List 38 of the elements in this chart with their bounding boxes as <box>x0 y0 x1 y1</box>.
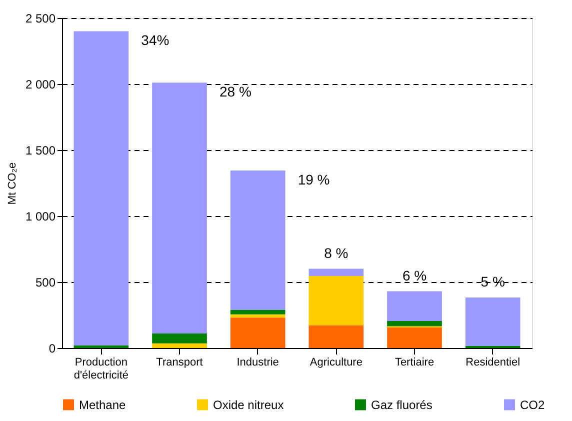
bar <box>387 291 442 321</box>
y-tick-label: 1 000 <box>25 210 56 224</box>
x-tick-label: Production d'électricité <box>74 356 129 382</box>
legend-label: Gaz fluorés <box>371 398 432 412</box>
bar <box>230 314 286 318</box>
annotation: 34% <box>141 32 170 48</box>
bar <box>308 276 364 326</box>
annotation: 6 % <box>402 267 427 284</box>
annotation: 19 % <box>298 171 330 188</box>
y-tick-label: 2 500 <box>25 12 56 26</box>
legend-label: Methane <box>79 398 126 412</box>
bar <box>465 297 520 346</box>
x-tick-label: Residentiel <box>466 356 520 368</box>
bar <box>152 343 207 348</box>
legend-label: Oxide nitreux <box>213 398 284 412</box>
x-tick-label: Transport <box>156 356 203 368</box>
bar <box>230 310 286 314</box>
annotation: 28 % <box>220 84 252 100</box>
bar <box>230 318 286 348</box>
bar <box>74 31 129 346</box>
annotation: 8 % <box>324 244 348 261</box>
bar <box>387 320 442 326</box>
x-tick-label: Agriculture <box>310 356 362 368</box>
y-tick-label: 500 <box>35 276 56 290</box>
bar <box>387 328 442 348</box>
bar <box>74 345 129 348</box>
x-tick-label: Tertiaire <box>394 356 434 368</box>
bar <box>308 326 364 348</box>
y-tick-label: 0 <box>48 342 56 356</box>
y-axis-title: Mt CO₂e <box>6 162 18 205</box>
y-tick-label: 2 000 <box>25 78 56 92</box>
bar <box>152 333 207 344</box>
y-tick-label: 1 500 <box>25 144 56 158</box>
x-tick-label: Industrie <box>236 356 279 368</box>
bar <box>230 170 286 310</box>
bar <box>308 268 364 276</box>
legend-label: CO2 <box>520 398 545 412</box>
bar <box>152 82 207 334</box>
